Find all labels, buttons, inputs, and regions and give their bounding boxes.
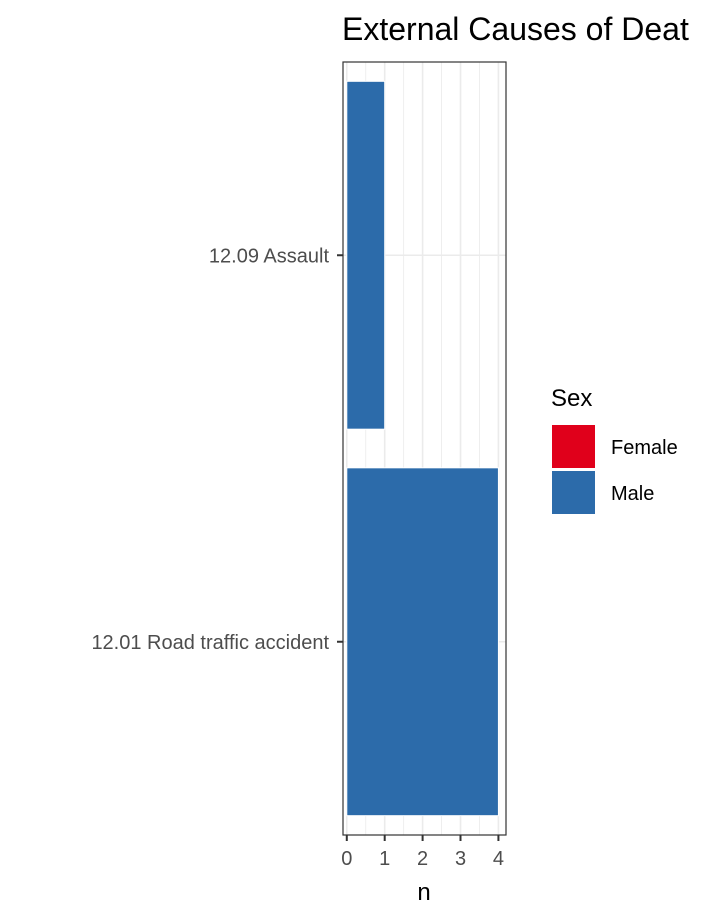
- x-tick-label: 0: [341, 848, 352, 870]
- panel-border: [342, 61, 507, 836]
- bar-male: [346, 467, 499, 817]
- legend-swatch-male: [552, 471, 595, 514]
- y-axis: 12.09 Assault 12.01 Road traffic accident: [91, 245, 343, 654]
- x-axis-label: n: [417, 879, 430, 906]
- legend-label-female: Female: [611, 437, 678, 459]
- x-tick-label: 3: [455, 848, 466, 870]
- x-tick-label: 4: [493, 848, 504, 870]
- x-axis: 0 1 2 3 4: [341, 835, 504, 870]
- legend-swatch-female: [552, 425, 595, 468]
- y-tick-label: 12.01 Road traffic accident: [91, 632, 329, 654]
- legend: Sex Female Male: [551, 385, 678, 514]
- plot-area: [342, 61, 507, 836]
- x-tick-label: 2: [417, 848, 428, 870]
- chart-title: External Causes of Deat: [342, 11, 689, 47]
- bar-male: [346, 80, 386, 430]
- legend-label-male: Male: [611, 483, 654, 505]
- y-tick-label: 12.09 Assault: [209, 245, 330, 267]
- x-tick-label: 1: [379, 848, 390, 870]
- legend-title: Sex: [551, 385, 592, 412]
